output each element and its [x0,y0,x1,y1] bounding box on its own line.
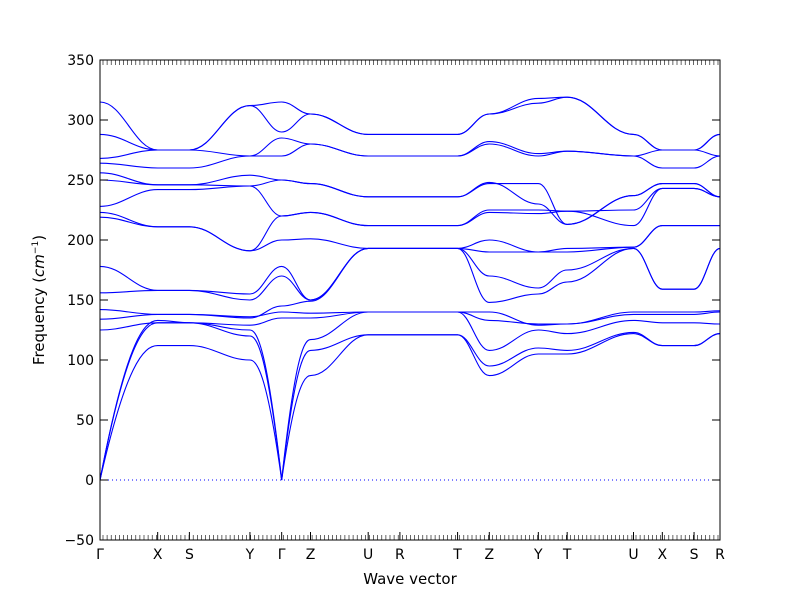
y-tick-label: 350 [67,53,94,69]
y-axis-title-exp: −1 [31,241,41,254]
x-tick-label: Y [245,547,255,563]
band-lines [99,96,721,481]
x-tick-label: R [715,547,725,563]
plot-frame [99,59,721,541]
y-tick-label: 250 [67,173,94,189]
x-minor-ticks [102,60,719,540]
x-tick-label: Z [485,547,495,563]
x-tick-label: S [185,547,194,563]
band-line-15 [99,137,721,159]
band-line-5 [99,310,721,326]
y-axis-ticks: −50 0 50 100 150 200 250 300 350 [64,53,720,549]
x-axis-title: Wave vector [363,570,457,588]
x-tick-label: U [628,547,638,563]
band-line-17 [99,96,721,151]
y-tick-label: 50 [76,413,94,429]
x-tick-label: T [452,547,462,563]
y-tick-label: −50 [64,533,94,549]
x-tick-label: Γ [278,547,286,563]
x-tick-label: S [690,547,699,563]
y-tick-label: 100 [67,353,94,369]
x-tick-label: Γ [96,547,104,563]
y-axis-title-close: ) [30,235,48,241]
x-tick-label: T [562,547,572,563]
x-tick-label: R [395,547,405,563]
y-tick-label: 0 [85,473,94,489]
x-tick-label: Z [306,547,316,563]
x-tick-label: U [363,547,373,563]
y-axis-title: Frequency (cm−1) [30,235,48,365]
band-line-11 [99,185,721,227]
x-tick-label: X [658,547,668,563]
y-tick-label: 300 [67,113,94,129]
y-axis-title-text: Frequency ( [30,277,48,365]
x-tick-label: Y [533,547,543,563]
y-tick-label: 200 [67,233,94,249]
x-tick-label: X [153,547,163,563]
band-line-13 [99,172,721,225]
y-axis-title-unit: cm [30,254,48,277]
y-tick-label: 150 [67,293,94,309]
